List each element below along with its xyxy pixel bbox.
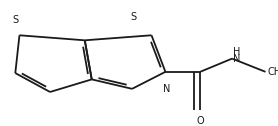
Text: S: S — [130, 12, 136, 22]
Text: N: N — [233, 54, 240, 64]
Text: S: S — [12, 14, 18, 25]
Text: H: H — [233, 47, 240, 57]
Text: CH₃: CH₃ — [267, 67, 278, 77]
Text: O: O — [196, 116, 204, 126]
Text: N: N — [163, 84, 170, 94]
